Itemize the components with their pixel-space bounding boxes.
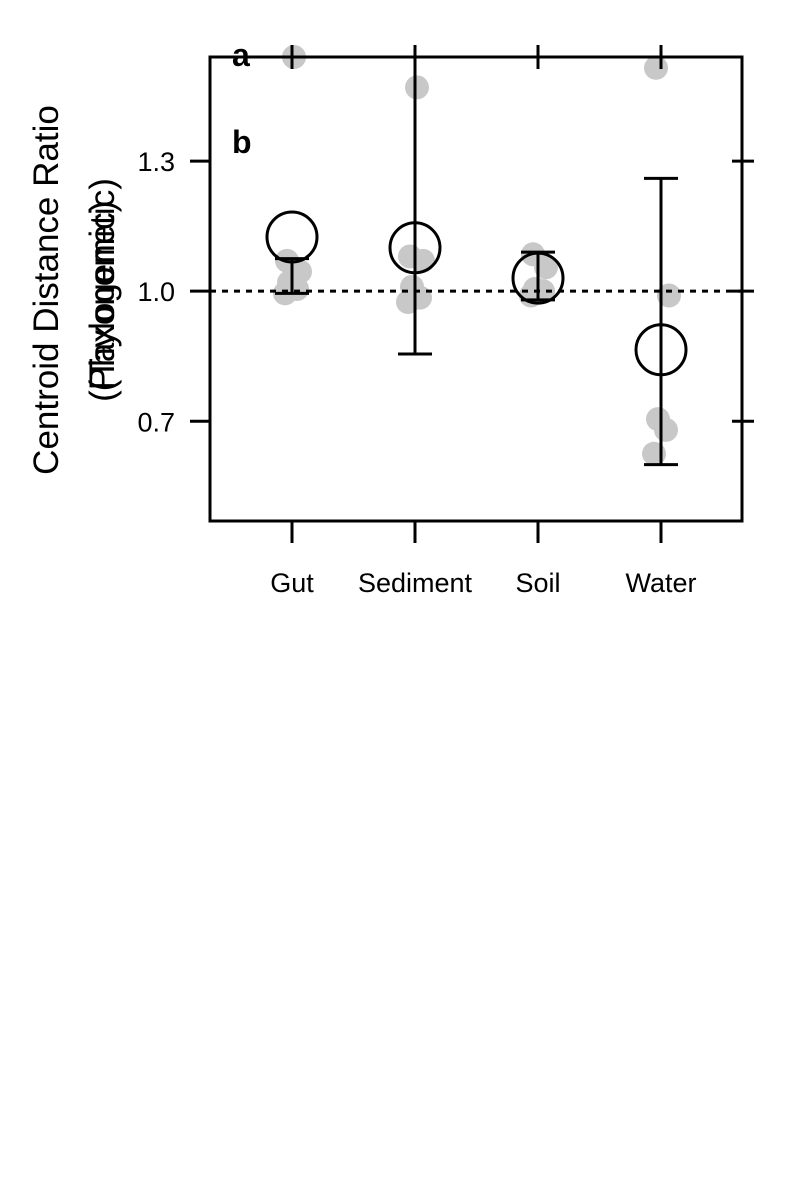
x-tick-label: Sediment [358, 568, 473, 598]
axes-layer: Gut Sediment Soil Water 0.7 1.0 1.3 [137, 45, 754, 598]
data-point-water [646, 407, 670, 432]
data-points-layer [273, 45, 681, 466]
y-tick-label: 1.3 [137, 147, 175, 177]
plot-frame [208, 55, 744, 523]
data-point-sediment [398, 244, 422, 269]
y-tick-label: 1.0 [137, 277, 175, 307]
labels-layer: a b Centroid Distance Ratio (Taxonomic) … [27, 37, 252, 475]
mean-marker-gut [265, 210, 319, 264]
panel-label-b: b [232, 124, 252, 160]
means-layer [265, 210, 688, 377]
x-tick-label: Soil [515, 568, 560, 598]
x-tick-label: Water [625, 568, 696, 598]
panel-label-a: a [232, 37, 250, 73]
data-point-sediment [405, 75, 429, 100]
error-bars-layer [275, 55, 678, 467]
mean-marker-sediment [388, 221, 442, 275]
mean-marker-water [634, 323, 688, 377]
data-point-water [657, 283, 681, 308]
data-point-sediment [400, 274, 424, 299]
y-axis-subtitle-phylogenetic: (Phylogenetic) [83, 178, 122, 402]
y-axis-title: Centroid Distance Ratio [27, 105, 66, 475]
x-tick-label: Gut [270, 568, 314, 598]
data-point-water [644, 55, 668, 80]
y-axis-subtitle-taxonomic: (Taxonomic) [83, 201, 122, 392]
data-point-soil [523, 277, 547, 301]
mean-marker-soil [511, 251, 565, 305]
y-tick-label: 0.7 [137, 407, 175, 437]
